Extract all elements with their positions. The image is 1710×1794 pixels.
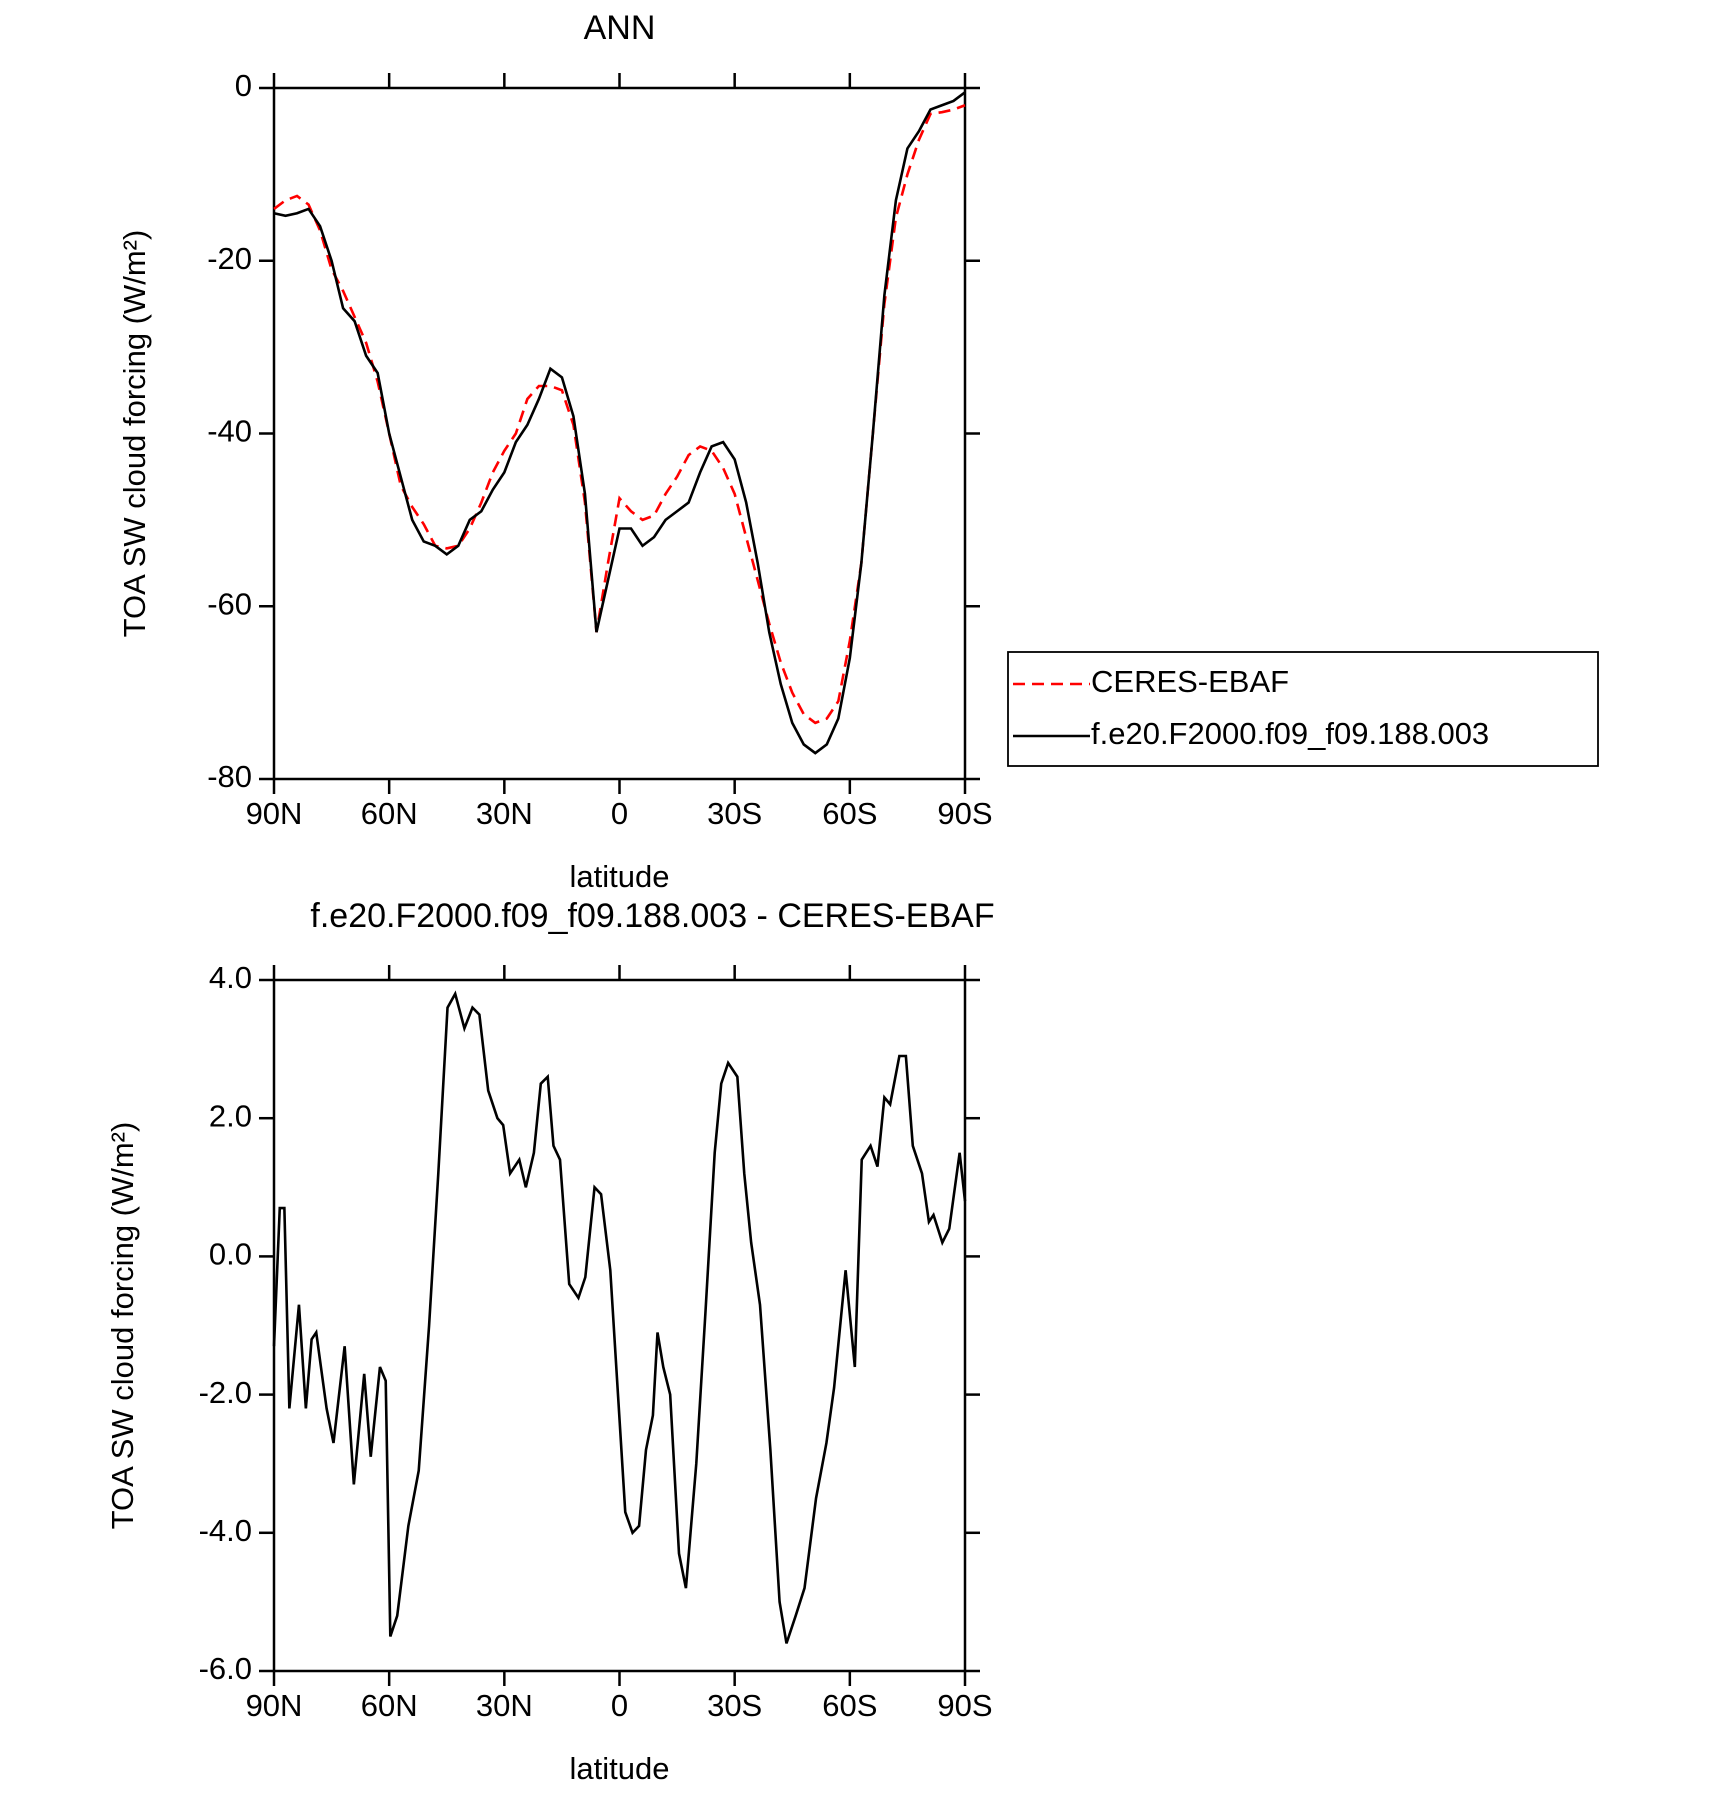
x-tick-label: 0: [611, 1688, 628, 1723]
chart-title: ANN: [584, 9, 656, 47]
y-axis-label: TOA SW cloud forcing (W/m²): [117, 230, 152, 638]
legend-label: f.e20.F2000.f09_f09.188.003: [1091, 716, 1489, 751]
x-tick-label: 90N: [246, 1688, 303, 1723]
x-tick-label: 0: [611, 796, 628, 831]
x-axis-label: latitude: [570, 1751, 670, 1786]
data-line: [273, 91, 966, 755]
x-axis-label: latitude: [570, 859, 670, 894]
y-tick-label: -40: [207, 414, 252, 449]
x-tick-label: 30S: [707, 796, 762, 831]
x-tick-label: 30N: [476, 796, 533, 831]
y-tick-label: -6.0: [199, 1651, 252, 1686]
plot-frame: [272, 86, 967, 781]
y-tick-label: 0.0: [209, 1237, 252, 1272]
y-tick-label: -60: [207, 586, 252, 621]
y-tick-label: -2.0: [199, 1375, 252, 1410]
x-tick-label: 60N: [361, 796, 418, 831]
y-tick-label: -80: [207, 759, 252, 794]
y-tick-label: 2.0: [209, 1098, 252, 1133]
y-axis-label: TOA SW cloud forcing (W/m²): [105, 1122, 140, 1530]
y-tick-label: 0: [235, 68, 252, 103]
legend-label: CERES-EBAF: [1091, 664, 1289, 699]
x-tick-label: 60S: [822, 1688, 877, 1723]
y-tick-label: -4.0: [199, 1513, 252, 1548]
x-tick-label: 30N: [476, 1688, 533, 1723]
x-tick-label: 90S: [937, 1688, 992, 1723]
legend-box: [1007, 651, 1599, 767]
x-tick-label: 60S: [822, 796, 877, 831]
y-tick-label: -20: [207, 241, 252, 276]
x-tick-label: 30S: [707, 1688, 762, 1723]
x-tick-label: 90S: [937, 796, 992, 831]
plot-frame: [272, 978, 967, 1673]
x-tick-label: 90N: [246, 796, 303, 831]
data-line: [273, 104, 966, 725]
data-line: [272, 990, 967, 1644]
chart-title: f.e20.F2000.f09_f09.188.003 - CERES-EBAF: [310, 897, 994, 935]
x-tick-label: 60N: [361, 1688, 418, 1723]
y-tick-label: 4.0: [209, 960, 252, 995]
